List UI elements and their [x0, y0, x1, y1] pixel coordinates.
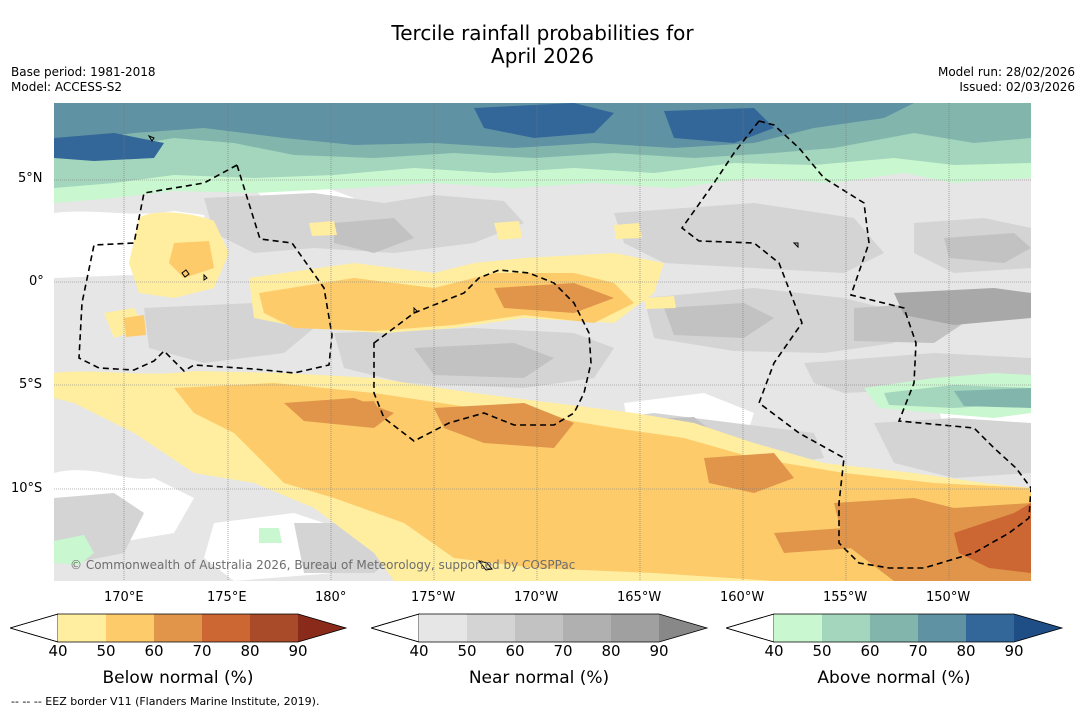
colorbar-below-lower-arrow	[10, 613, 59, 643]
lat-label-0: 0°	[29, 274, 44, 289]
tick-above-40: 40	[764, 642, 784, 660]
colorbar-above-swatch-2	[822, 614, 870, 642]
colorbar-above-swatch-1	[774, 614, 822, 642]
tick-near-90: 90	[649, 642, 669, 660]
colorbar-below-swatch-4	[202, 614, 250, 642]
colorbar-near-swatch-5	[611, 614, 659, 642]
tick-near-70: 70	[553, 642, 573, 660]
lon-label-150w: 150°W	[926, 590, 971, 605]
tick-above-90: 90	[1004, 642, 1024, 660]
model-run-text: Model run: 28/02/2026	[937, 65, 1075, 79]
tick-above-80: 80	[956, 642, 976, 660]
colorbar-below-upper-arrow	[298, 614, 346, 642]
colorbar-near-swatch-2	[467, 614, 515, 642]
colorbar-above-swatch-4	[918, 614, 966, 642]
meta-left: Base period: 1981-2018 Model: ACCESS-S2	[11, 65, 156, 95]
eez-footnote: -- -- -- EEZ border V11 (Flanders Marine…	[11, 695, 320, 708]
colorbar-below-swatch-1	[58, 614, 106, 642]
tick-near-40: 40	[409, 642, 429, 660]
below-normal-70	[954, 503, 1031, 573]
map-title-line2: April 2026	[491, 44, 594, 68]
lon-label-180: 180°	[315, 590, 347, 605]
colorbar-near-swatch-3	[515, 614, 563, 642]
tick-below-80: 80	[240, 642, 260, 660]
colorbar-near-upper-arrow	[659, 614, 707, 642]
tick-above-70: 70	[908, 642, 928, 660]
colorbar-below-normal	[10, 613, 348, 643]
colorbar-above-swatch-5	[966, 614, 1014, 642]
tick-below-40: 40	[48, 642, 68, 660]
lat-label-5s: 5°S	[19, 377, 43, 392]
above-normal-80	[54, 103, 774, 161]
tick-below-50: 50	[96, 642, 116, 660]
eez-borders	[78, 120, 1031, 569]
tick-near-80: 80	[601, 642, 621, 660]
lat-label-10s: 10°S	[11, 481, 43, 496]
lon-label-175w: 175°W	[411, 590, 456, 605]
tick-above-60: 60	[860, 642, 880, 660]
colorbar-above-title: Above normal (%)	[817, 668, 971, 688]
colorbar-below-swatch-5	[250, 614, 298, 642]
lon-label-165w: 165°W	[617, 590, 662, 605]
tick-near-60: 60	[505, 642, 525, 660]
lon-label-170e: 170°E	[104, 590, 144, 605]
base-period-text: Base period: 1981-2018	[11, 65, 156, 79]
colorbar-above-lower-arrow	[726, 613, 775, 643]
colorbar-near-normal	[371, 613, 709, 643]
colorbar-above-upper-arrow	[1014, 614, 1062, 642]
tick-above-50: 50	[812, 642, 832, 660]
rainfall-probability-map	[54, 103, 1031, 581]
colorbar-near-title: Near normal (%)	[468, 668, 610, 688]
copyright-text: © Commonwealth of Australia 2026, Bureau…	[70, 558, 576, 572]
lat-label-5n: 5°N	[18, 171, 43, 186]
graticule	[54, 103, 1031, 581]
colorbar-above-swatch-3	[870, 614, 918, 642]
tick-below-70: 70	[192, 642, 212, 660]
colorbar-near-swatch-1	[419, 614, 467, 642]
lon-label-170w: 170°W	[514, 590, 559, 605]
colorbar-below-swatch-2	[106, 614, 154, 642]
colorbar-below-swatch-3	[154, 614, 202, 642]
tick-below-90: 90	[288, 642, 308, 660]
meta-right: Model run: 28/02/2026 Issued: 02/03/2026	[938, 65, 1075, 95]
map-title-line1: Tercile rainfall probabilities for	[391, 21, 694, 45]
tick-near-50: 50	[457, 642, 477, 660]
colorbar-above-normal	[726, 613, 1064, 643]
model-text: Model: ACCESS-S2	[11, 80, 123, 94]
lon-label-155w: 155°W	[823, 590, 868, 605]
issued-text: Issued: 02/03/2026	[959, 80, 1075, 94]
colorbar-below-title: Below normal (%)	[102, 668, 254, 688]
lon-label-160w: 160°W	[720, 590, 765, 605]
tick-below-60: 60	[144, 642, 164, 660]
colorbar-near-lower-arrow	[371, 613, 420, 643]
colorbar-near-swatch-4	[563, 614, 611, 642]
lon-label-175e: 175°E	[207, 590, 247, 605]
near-normal-70	[894, 288, 1031, 325]
